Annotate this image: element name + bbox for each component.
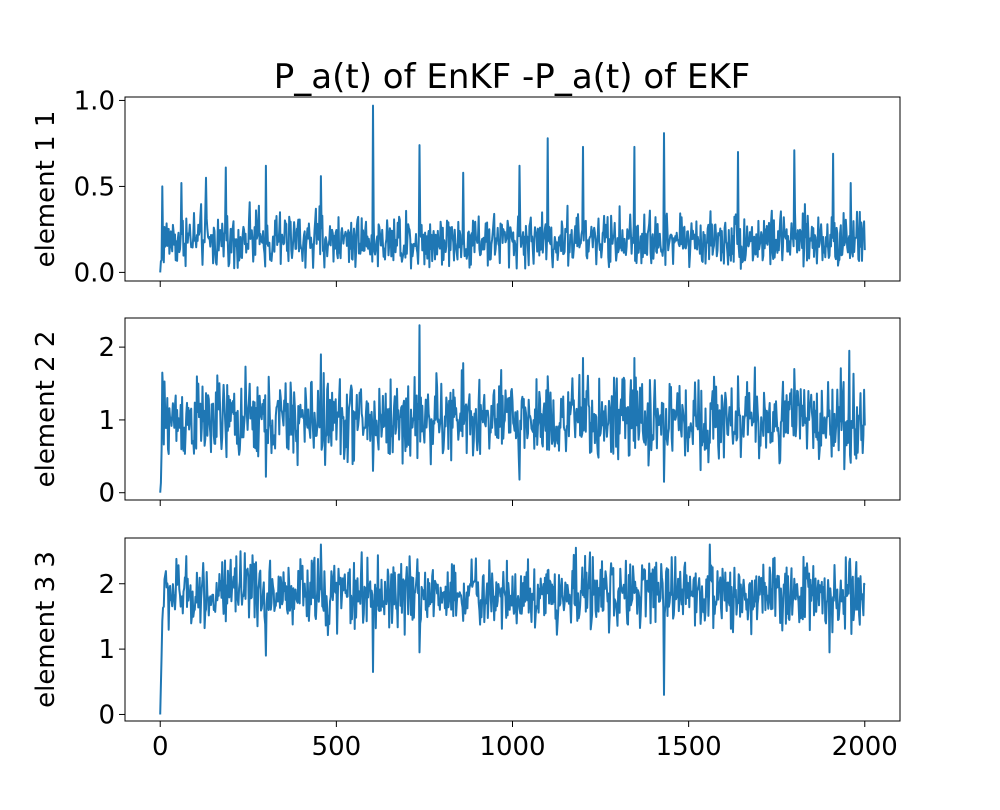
series-line-3 xyxy=(159,543,866,715)
subplot-2: 0 1 2 element 2 2 xyxy=(31,317,901,509)
y-tick-label-2-2: 2 xyxy=(98,333,115,363)
x-tick-label-3: 1500 xyxy=(656,732,722,762)
y-tick-label-2-0: 0 xyxy=(98,479,115,509)
y-tick-label-3-2: 2 xyxy=(98,570,115,600)
y-tick-label-3-1: 1 xyxy=(98,635,115,665)
subplot-group: 0.0 0.5 1.0 element 1 1 0 1 2 element 2 2 0 1 2 0 50… xyxy=(31,86,901,762)
x-tick-label-2: 1000 xyxy=(479,732,545,762)
y-tick-label-1-1: 0.5 xyxy=(74,172,115,202)
x-tick-label-0: 0 xyxy=(152,732,169,762)
x-tick-label-1: 500 xyxy=(312,732,362,762)
subplot-3: 0 1 2 0 500 1000 1500 2000 element 3 3 xyxy=(31,537,901,762)
y-tick-label-1-2: 1.0 xyxy=(74,86,115,116)
y-axis-label-3: element 3 3 xyxy=(31,551,61,708)
series-line-2 xyxy=(159,324,866,493)
series-line-1 xyxy=(159,104,866,273)
y-tick-label-2-1: 1 xyxy=(98,406,115,436)
subplot-1: 0.0 0.5 1.0 element 1 1 xyxy=(31,86,901,288)
y-axis-label-1: element 1 1 xyxy=(31,111,61,268)
chart-title: P_a(t) of EnKF -P_a(t) of EKF xyxy=(274,57,750,97)
y-tick-label-1-0: 0.0 xyxy=(74,258,115,288)
y-axis-label-2: element 2 2 xyxy=(31,331,61,488)
y-tick-label-3-0: 0 xyxy=(98,700,115,730)
x-tick-label-4: 2000 xyxy=(832,732,898,762)
